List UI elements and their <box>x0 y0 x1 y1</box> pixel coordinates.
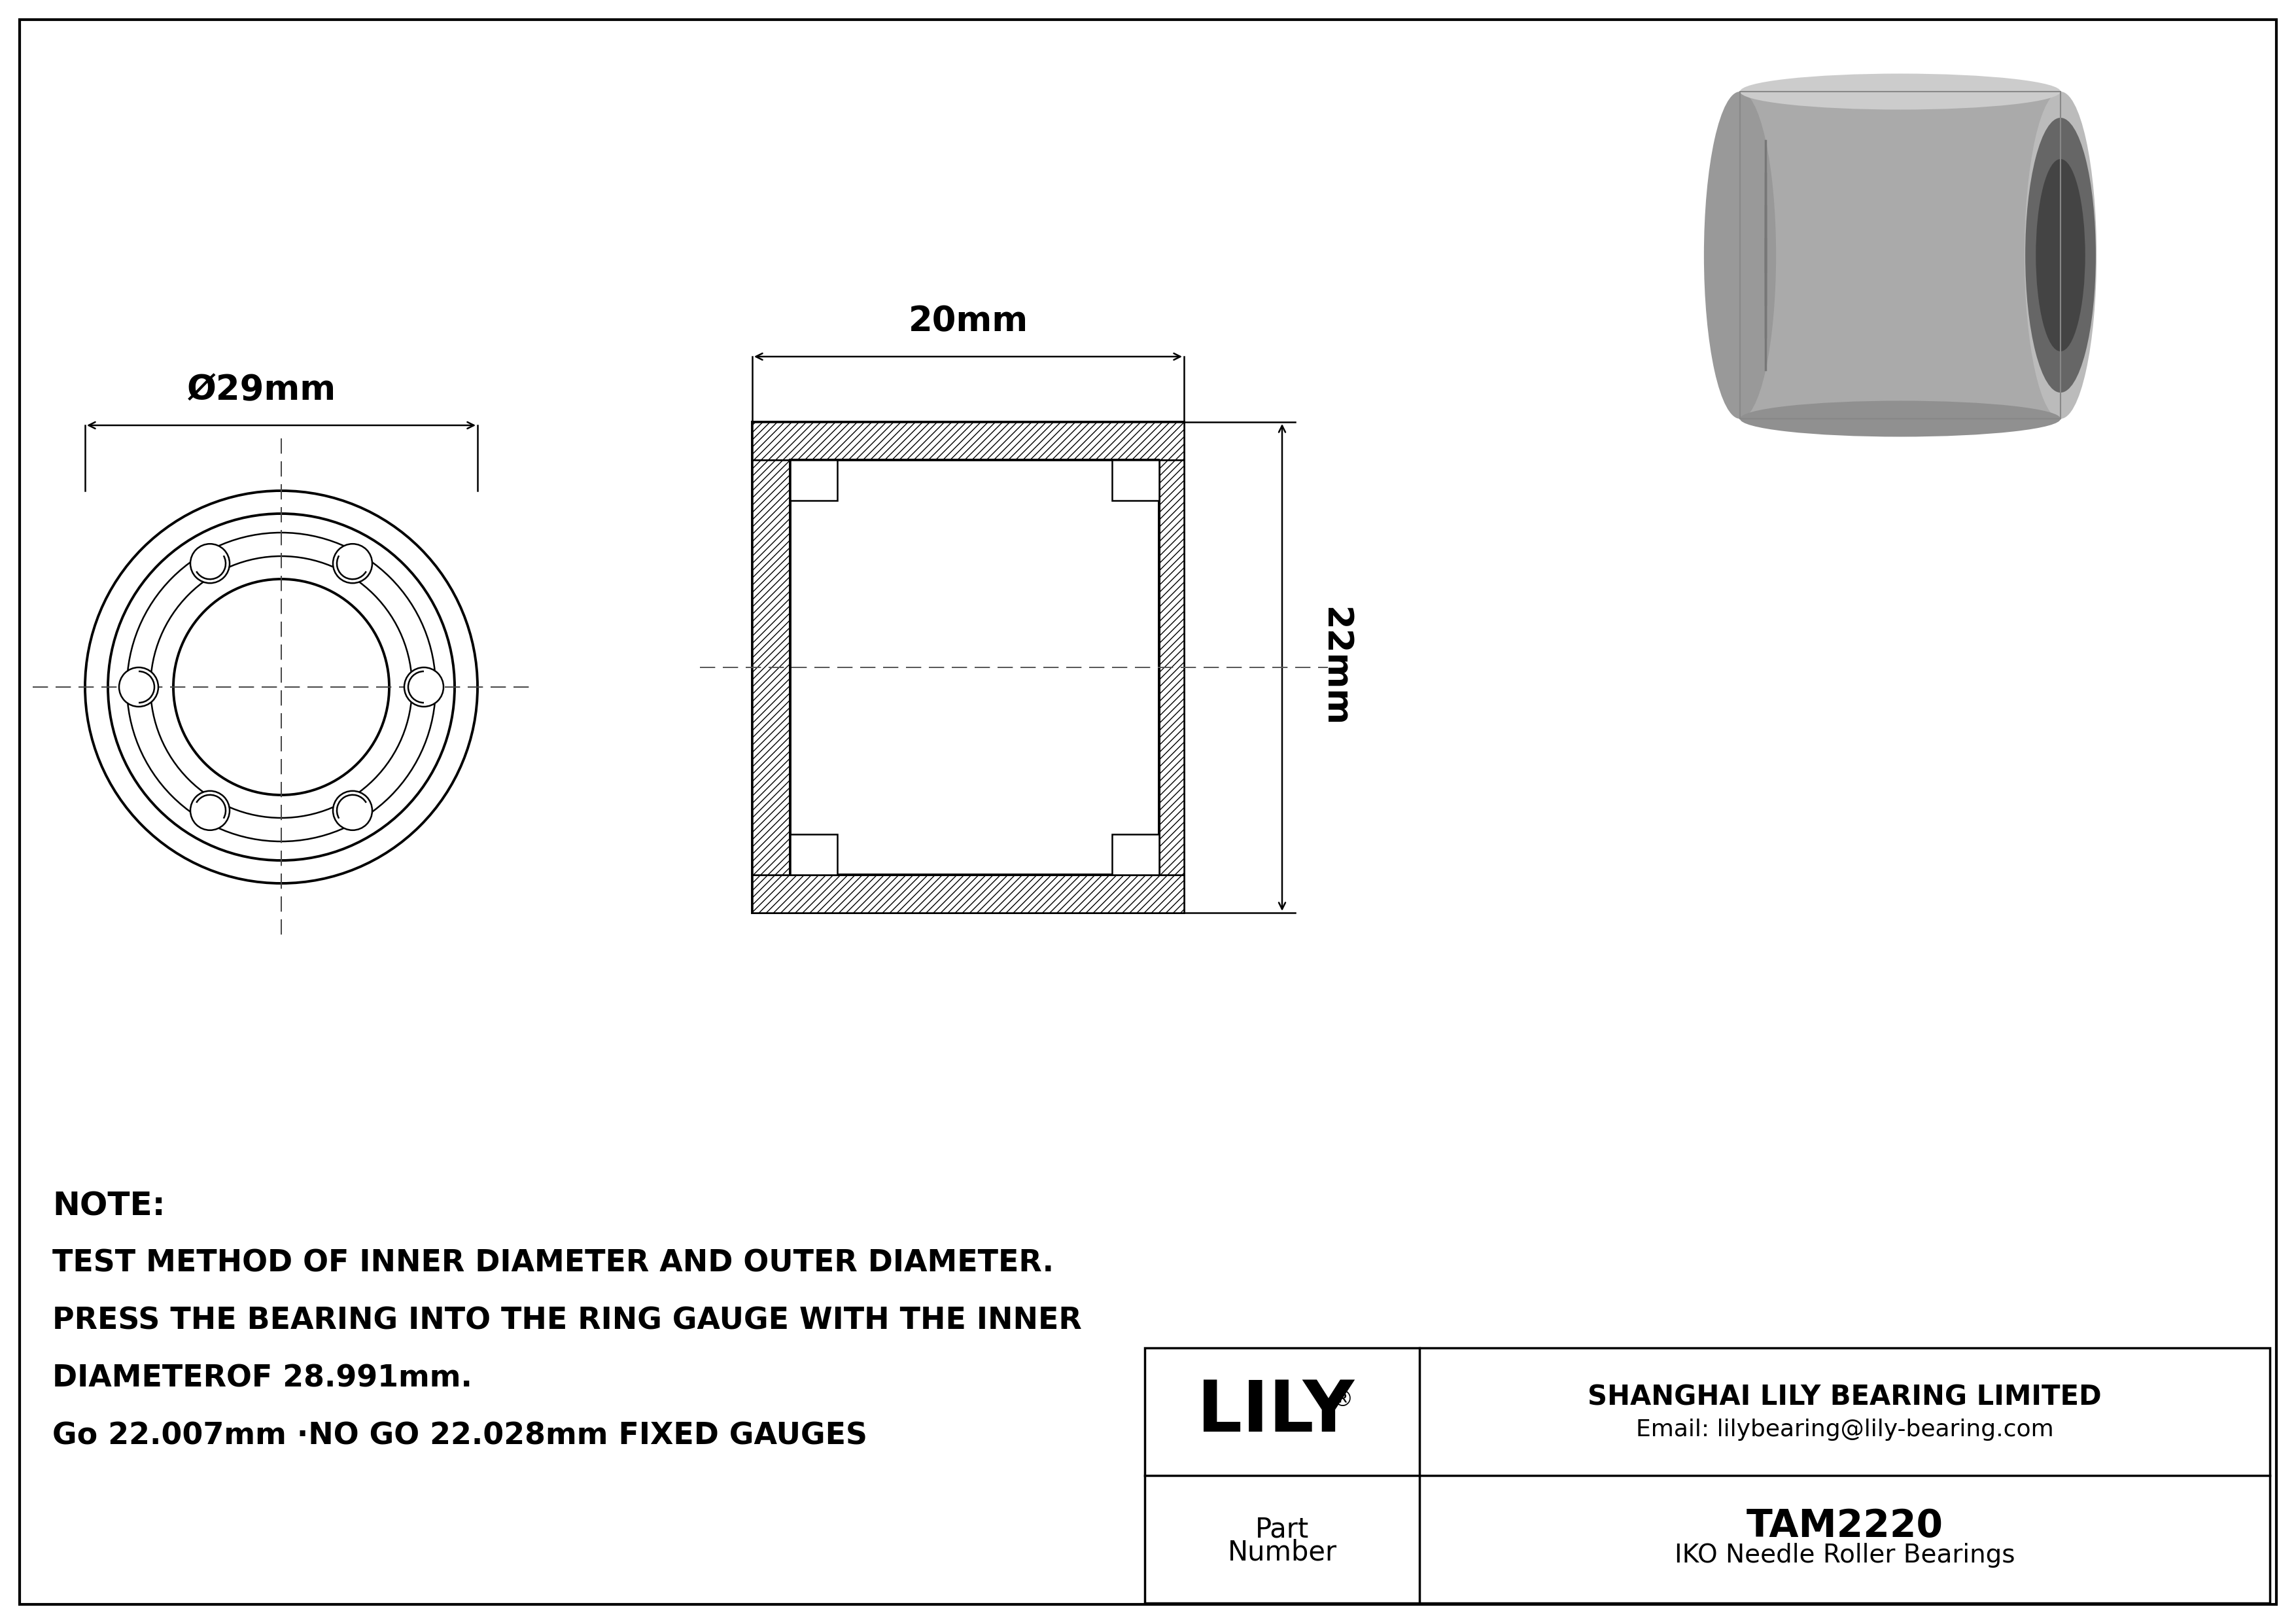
Bar <box>790 460 838 500</box>
Bar <box>1740 91 2060 419</box>
Text: Ø29mm: Ø29mm <box>186 374 335 408</box>
Text: TAM2220: TAM2220 <box>1747 1507 1942 1544</box>
Circle shape <box>119 667 158 706</box>
Ellipse shape <box>1740 73 2060 109</box>
Bar <box>1111 835 1159 875</box>
Bar <box>790 835 838 875</box>
Circle shape <box>191 544 230 583</box>
Bar <box>790 460 1159 875</box>
Ellipse shape <box>2037 159 2085 351</box>
Text: SHANGHAI LILY BEARING LIMITED: SHANGHAI LILY BEARING LIMITED <box>1589 1384 2101 1411</box>
Bar <box>1159 460 1185 875</box>
Bar <box>1111 460 1159 500</box>
Ellipse shape <box>2025 91 2096 419</box>
Text: IKO Needle Roller Bearings: IKO Needle Roller Bearings <box>1674 1543 2016 1569</box>
Bar <box>753 422 1185 913</box>
Bar <box>1740 91 2060 419</box>
Text: Part: Part <box>1256 1515 1309 1543</box>
Circle shape <box>333 791 372 830</box>
Circle shape <box>191 791 230 830</box>
Circle shape <box>404 667 443 706</box>
Text: DIAMETEROF 28.991mm.: DIAMETEROF 28.991mm. <box>53 1364 473 1393</box>
Text: TEST METHOD OF INNER DIAMETER AND OUTER DIAMETER.: TEST METHOD OF INNER DIAMETER AND OUTER … <box>53 1249 1054 1278</box>
Text: PRESS THE BEARING INTO THE RING GAUGE WITH THE INNER: PRESS THE BEARING INTO THE RING GAUGE WI… <box>53 1306 1081 1335</box>
Bar <box>753 875 1185 913</box>
Ellipse shape <box>1704 91 1777 419</box>
Bar <box>753 460 790 875</box>
Ellipse shape <box>1740 401 2060 437</box>
Text: Number: Number <box>1228 1538 1336 1566</box>
Text: Email: lilybearing@lily-bearing.com: Email: lilybearing@lily-bearing.com <box>1635 1419 2053 1440</box>
Text: LILY: LILY <box>1196 1377 1355 1447</box>
Text: ®: ® <box>1332 1389 1352 1411</box>
Text: Go 22.007mm ·NO GO 22.028mm FIXED GAUGES: Go 22.007mm ·NO GO 22.028mm FIXED GAUGES <box>53 1421 868 1450</box>
Circle shape <box>333 544 372 583</box>
Text: NOTE:: NOTE: <box>53 1190 165 1223</box>
Bar <box>753 422 1185 460</box>
Text: 20mm: 20mm <box>909 304 1029 338</box>
Text: 22mm: 22mm <box>1318 607 1352 728</box>
Ellipse shape <box>2025 119 2096 393</box>
Bar <box>1146 1348 2271 1603</box>
